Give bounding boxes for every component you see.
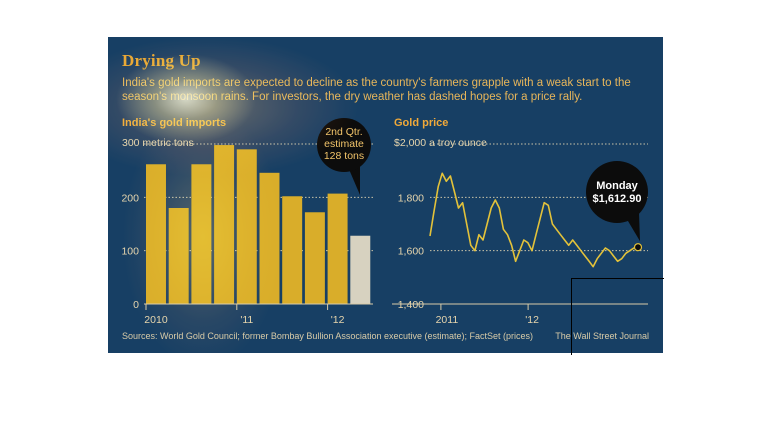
right-xtick-label: '12 [525,314,539,326]
callout-bubble [586,161,648,223]
right-ytick-label: 1,800 [398,192,424,204]
last-price-dot [633,243,643,252]
selection-box [571,278,664,355]
source-note: Sources: World Gold Council; former Bomb… [122,331,533,341]
right-ytick-label: 1,600 [398,246,424,258]
right-xtick-label: 2011 [436,314,459,326]
right-ytick-label: 1,400 [398,299,424,311]
callout-text: Monday [596,180,638,192]
callout-text: $1,612.90 [593,193,642,205]
